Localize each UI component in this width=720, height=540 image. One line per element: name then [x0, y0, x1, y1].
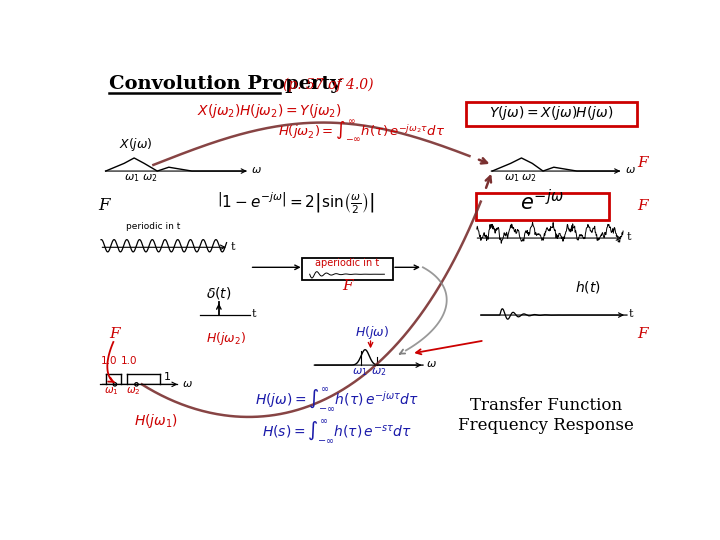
Text: $h(t)$: $h(t)$ — [575, 280, 601, 295]
Text: $\omega$: $\omega$ — [625, 165, 636, 176]
Text: F: F — [637, 199, 647, 213]
Text: aperiodic in t: aperiodic in t — [315, 258, 379, 268]
FancyBboxPatch shape — [467, 102, 636, 126]
Text: $\left|1-e^{-j\omega}\right| = 2\left|\sin\!\left(\frac{\omega}{2}\right)\right|: $\left|1-e^{-j\omega}\right| = 2\left|\s… — [217, 190, 375, 215]
Text: periodic in t: periodic in t — [127, 222, 181, 231]
Text: $e^{-j\omega}$: $e^{-j\omega}$ — [521, 189, 564, 214]
Text: F: F — [109, 327, 120, 341]
Text: 1: 1 — [163, 373, 171, 382]
Text: $H(j\omega_2) = \int_{-\infty}^{\infty} h(\tau)\,e^{-j\omega_2\tau}d\tau$: $H(j\omega_2) = \int_{-\infty}^{\infty} … — [278, 119, 445, 144]
Text: $\omega_2$: $\omega_2$ — [142, 172, 157, 184]
Text: t: t — [626, 232, 631, 242]
Circle shape — [135, 383, 138, 386]
Text: t: t — [252, 309, 256, 319]
Text: (p. 57 of 4.0): (p. 57 of 4.0) — [283, 78, 373, 92]
Text: $Y(j\omega) = X(j\omega)H(j\omega)$: $Y(j\omega) = X(j\omega)H(j\omega)$ — [490, 104, 613, 122]
Text: F: F — [342, 279, 353, 293]
Text: $\omega_2$: $\omega_2$ — [521, 172, 537, 184]
Text: $\omega_1$: $\omega_1$ — [104, 386, 119, 397]
Text: Transfer Function: Transfer Function — [470, 397, 622, 414]
Text: F: F — [637, 327, 647, 341]
Text: $X(j\omega)$: $X(j\omega)$ — [119, 136, 153, 153]
Text: $H(j\omega)$: $H(j\omega)$ — [355, 324, 390, 341]
Text: $\omega$: $\omega$ — [251, 165, 262, 176]
Text: F: F — [98, 197, 109, 213]
Text: $\omega_1$: $\omega_1$ — [504, 172, 519, 184]
Text: Convolution Property: Convolution Property — [109, 76, 341, 93]
Text: $H(j\omega_2)$: $H(j\omega_2)$ — [206, 330, 246, 347]
Text: $\omega_2$: $\omega_2$ — [126, 386, 140, 397]
Circle shape — [113, 383, 117, 386]
Text: $\omega_1$: $\omega_1$ — [124, 172, 140, 184]
Text: $\omega_1$: $\omega_1$ — [352, 366, 368, 378]
Text: F: F — [637, 156, 647, 170]
Text: 1.0: 1.0 — [101, 355, 117, 366]
Text: $H(j\omega) = \int_{-\infty}^{\infty} h(\tau)\,e^{-j\omega\tau}d\tau$: $H(j\omega) = \int_{-\infty}^{\infty} h(… — [255, 386, 418, 413]
Text: t: t — [629, 309, 633, 319]
FancyBboxPatch shape — [302, 258, 393, 280]
Text: Frequency Response: Frequency Response — [458, 417, 634, 434]
Text: $X(j\omega_2)H(j\omega_2) = Y(j\omega_2)$: $X(j\omega_2)H(j\omega_2) = Y(j\omega_2)… — [197, 102, 341, 120]
Text: $H(s) = \int_{-\infty}^{\infty} h(\tau)\,e^{-s\tau}d\tau$: $H(s) = \int_{-\infty}^{\infty} h(\tau)\… — [262, 418, 412, 445]
Text: $\omega$: $\omega$ — [182, 379, 193, 389]
Text: $\omega$: $\omega$ — [426, 360, 437, 369]
Text: $\omega_2$: $\omega_2$ — [372, 366, 387, 378]
Text: t: t — [230, 241, 235, 252]
Text: $\delta(t)$: $\delta(t)$ — [206, 285, 231, 301]
Text: $H(j\omega_1)$: $H(j\omega_1)$ — [134, 412, 179, 430]
FancyBboxPatch shape — [476, 193, 609, 220]
Text: 1.0: 1.0 — [121, 355, 138, 366]
